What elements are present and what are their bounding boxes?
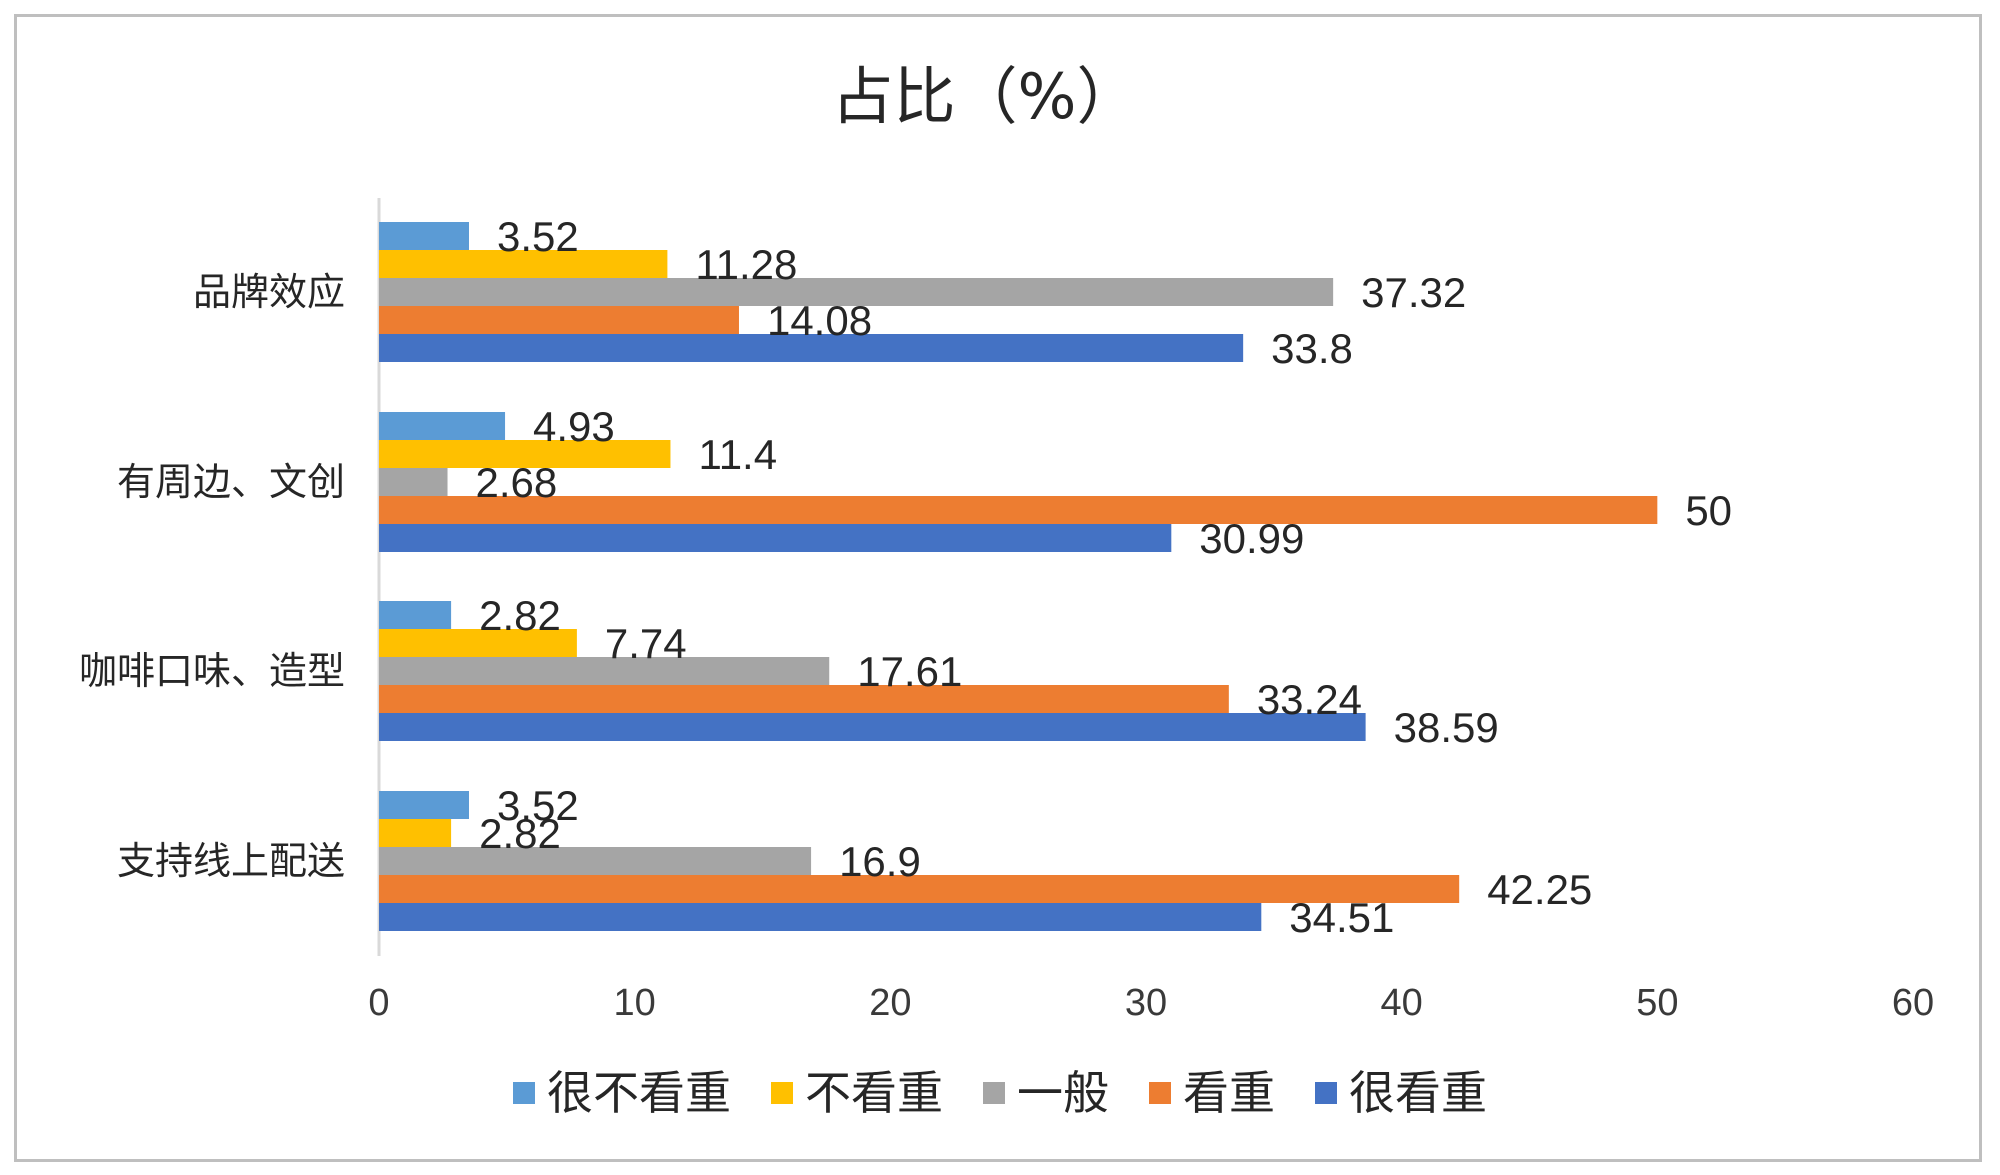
bar-2-2: [379, 440, 671, 468]
bar-4-3: [379, 847, 812, 875]
data-label-4-1: 3.52: [497, 782, 579, 829]
x-tick-label-2: 10: [614, 982, 656, 1024]
bar-2-4: [379, 496, 1658, 524]
legend-label-1: 很不看重: [547, 1066, 731, 1120]
legend-swatch-3: [983, 1082, 1005, 1104]
legend-label-4: 看重: [1183, 1066, 1275, 1120]
bar-1-2: [379, 250, 668, 278]
x-tick-label-6: 50: [1636, 982, 1678, 1024]
data-label-2-3: 2.68: [476, 459, 558, 506]
data-label-2-4: 50: [1685, 487, 1732, 534]
bar-1-1: [379, 222, 469, 250]
data-label-4-5: 34.51: [1289, 894, 1394, 941]
data-label-4-3: 16.9: [839, 838, 921, 885]
bar-3-1: [379, 601, 452, 629]
bar-4-5: [379, 903, 1262, 931]
bar-1-4: [379, 306, 739, 334]
data-label-1-2: 11.28: [695, 241, 797, 288]
x-tick-label-3: 20: [869, 982, 911, 1024]
legend-swatch-1: [513, 1082, 535, 1104]
data-label-1-4: 14.08: [767, 297, 872, 344]
legend-swatch-4: [1149, 1082, 1171, 1104]
bar-3-2: [379, 629, 577, 657]
data-label-3-4: 33.24: [1257, 676, 1362, 723]
legend-label-2: 不看重: [805, 1066, 943, 1120]
category-label-4: 支持线上配送: [117, 839, 345, 883]
data-label-3-3: 17.61: [857, 648, 962, 695]
bar-2-5: [379, 524, 1172, 552]
legend-label-3: 一般: [1017, 1066, 1109, 1120]
data-label-1-3: 37.32: [1361, 269, 1466, 316]
bar-3-3: [379, 657, 830, 685]
x-tick-label-5: 40: [1381, 982, 1423, 1024]
bar-2-3: [379, 468, 448, 496]
chart-title: 占比（%）: [832, 60, 1139, 133]
bar-3-4: [379, 685, 1229, 713]
legend-swatch-5: [1315, 1082, 1337, 1104]
bar-1-3: [379, 278, 1334, 306]
data-label-1-1: 3.52: [497, 213, 579, 260]
bar-4-4: [379, 875, 1460, 903]
bar-4-2: [379, 819, 452, 847]
data-label-2-5: 30.99: [1199, 515, 1304, 562]
x-tick-label-7: 60: [1892, 982, 1934, 1024]
category-label-2: 有周边、文创: [117, 460, 345, 504]
x-tick-label-1: 0: [368, 982, 389, 1024]
category-label-3: 咖啡口味、造型: [79, 649, 345, 693]
data-label-1-5: 33.8: [1271, 325, 1353, 372]
data-label-3-5: 38.59: [1394, 704, 1499, 751]
x-tick-label-4: 30: [1125, 982, 1167, 1024]
legend-swatch-2: [771, 1082, 793, 1104]
data-label-2-2: 11.4: [698, 431, 777, 478]
data-label-3-1: 2.82: [479, 592, 561, 639]
data-label-3-2: 7.74: [605, 620, 687, 667]
chart-frame: [14, 14, 1982, 1162]
bar-1-5: [379, 334, 1244, 362]
data-label-4-2: 2.82: [479, 810, 561, 857]
category-label-1: 品牌效应: [193, 270, 345, 314]
bar-4-1: [379, 791, 469, 819]
bar-3-5: [379, 713, 1366, 741]
legend-label-5: 很看重: [1349, 1066, 1487, 1120]
data-label-2-1: 4.93: [533, 403, 615, 450]
bar-2-1: [379, 412, 506, 440]
data-label-4-4: 42.25: [1487, 866, 1592, 913]
